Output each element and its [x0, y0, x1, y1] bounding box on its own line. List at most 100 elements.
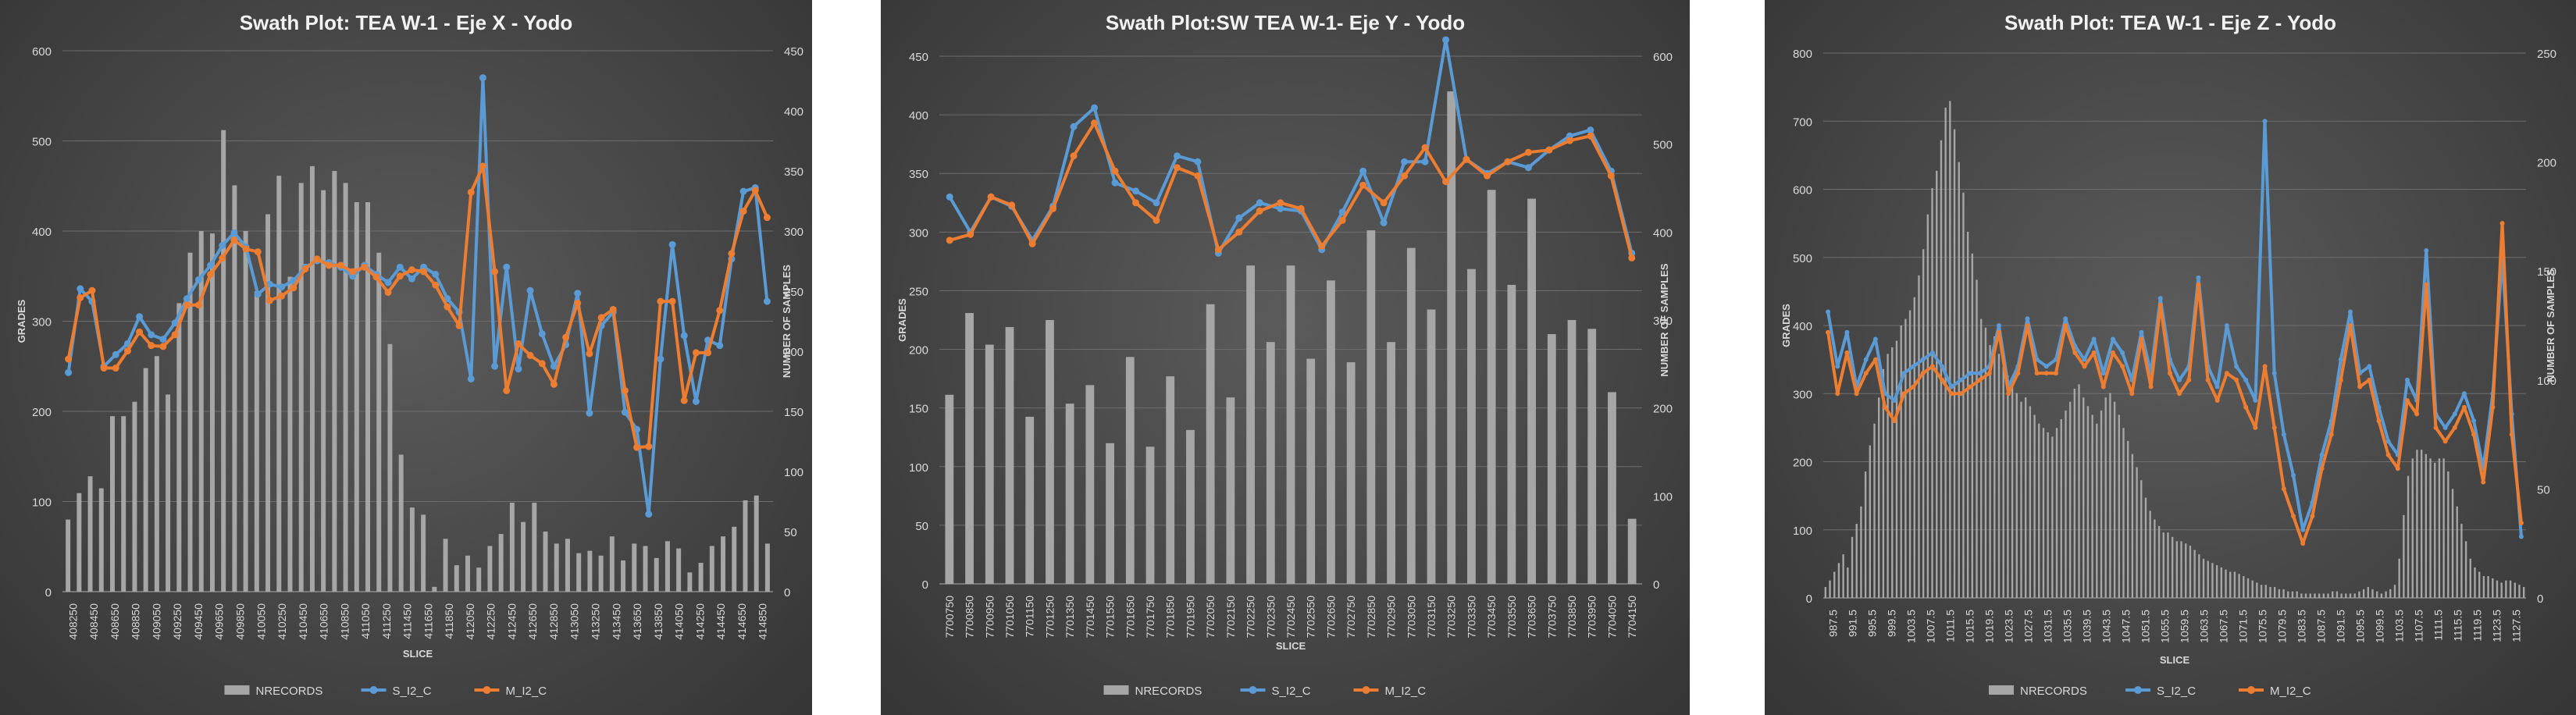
x-tick-label: 1075.5 [2257, 610, 2269, 643]
m-i2-c-point [2129, 391, 2135, 397]
s-i2-c-point [1958, 377, 1964, 382]
m-i2-c-point [301, 265, 309, 273]
nrecords-bar [1851, 536, 1854, 598]
s-i2-c-point [1872, 336, 1878, 342]
y2-tick-label: 100 [784, 466, 803, 479]
nrecords-bar [2487, 576, 2489, 598]
nrecords-bar [2332, 591, 2334, 598]
nrecords-bar [1971, 253, 1974, 598]
x-tick-label: 410050 [255, 603, 267, 640]
m-i2-c-point [455, 322, 463, 329]
s-i2-c-point [396, 263, 404, 271]
chart-title: Swath Plot: TEA W-1 - Eje Z - Yodo [2004, 11, 2336, 34]
nrecords-bar [2296, 591, 2298, 598]
m-i2-c-point [1911, 384, 1916, 390]
nrecords-bar [1327, 280, 1335, 584]
s-i2-c-point [1091, 104, 1099, 112]
m-i2-c-point [1901, 391, 1907, 397]
m-i2-c-point [148, 342, 155, 350]
nrecords-bar [432, 586, 437, 592]
nrecords-bar [743, 500, 748, 592]
legend-item-m-i2-c: M_I2_C [1353, 685, 1426, 698]
nrecords-bar [1944, 107, 1947, 599]
nrecords-bar [598, 555, 604, 592]
chart-svg-z: Swath Plot: TEA W-1 - Eje Z - Yodo 0 100 20… [1780, 11, 2556, 698]
m-i2-c-point [2310, 514, 2315, 519]
m-i2-c-point [2243, 404, 2249, 410]
m-i2-c-point [2043, 371, 2049, 376]
nrecords-bar [332, 171, 337, 592]
m-i2-c-point [265, 297, 273, 304]
x-tick-label: 410850 [338, 603, 351, 640]
nrecords-bar [576, 553, 582, 592]
s-i2-c-point [645, 510, 653, 518]
m-i2-c-point [136, 328, 144, 336]
x-tick-label: 7702350 [1264, 596, 1277, 639]
m-i2-c-point [1628, 254, 1636, 261]
x-tick-label: 1103.5 [2393, 610, 2406, 642]
nrecords-bar [2375, 591, 2378, 598]
nrecords-bar [2318, 593, 2321, 598]
y-tick-label: 50 [915, 520, 928, 533]
m-i2-c-point [2461, 404, 2467, 410]
s-i2-c-point [2253, 397, 2258, 403]
x-tick-label: 411450 [401, 603, 414, 639]
nrecords-bar [1487, 190, 1496, 584]
x-tick-label: 1063.5 [2198, 610, 2211, 643]
s-i2-c-point [1901, 371, 1907, 376]
s-i2-c-point [1929, 350, 1935, 355]
s-i2-c-point [148, 331, 155, 339]
nrecords-bar [2353, 593, 2356, 598]
y-tick-label: 0 [922, 578, 928, 592]
s-i2-c-point [1997, 323, 2001, 328]
nrecords-bar [354, 202, 359, 592]
m-i2-c-point [1545, 146, 1553, 154]
m-i2-c-point [967, 230, 974, 238]
s-i2-c-point [2082, 357, 2087, 362]
nrecords-bar [2260, 585, 2263, 598]
y-tick-label: 300 [1793, 388, 1812, 401]
nrecords-bar [1085, 385, 1095, 584]
m-i2-c-point [1256, 207, 1263, 215]
y-tick-label: 100 [909, 461, 928, 475]
x-tick-label: 7702250 [1245, 596, 1257, 639]
m-i2-c-point [586, 350, 593, 358]
x-tick-label: 411250 [380, 603, 393, 639]
s-i2-c-point [1587, 126, 1594, 134]
m-i2-c-point [680, 397, 688, 404]
legend-label: M_I2_C [2270, 685, 2311, 698]
m-i2-c-point [1131, 199, 1139, 207]
x-axis-title: SLICE [2160, 654, 2190, 666]
nrecords-bar [2411, 458, 2414, 598]
s-i2-c-point [1911, 364, 1916, 369]
m-i2-c-point [337, 261, 344, 269]
m-i2-c-line [949, 121, 1634, 258]
s-i2-c-point [2452, 411, 2457, 417]
nrecords-bar [2456, 506, 2458, 598]
y-tick-label: 600 [32, 45, 52, 59]
m-i2-c-point [1872, 357, 1878, 362]
nrecords-bar [243, 231, 248, 592]
legend-item-m-i2-c: M_I2_C [474, 685, 547, 698]
nrecords-bar [321, 190, 326, 592]
m-i2-c-point [1442, 178, 1450, 186]
chart-panel-x: Swath Plot: TEA W-1 - Eje X - Yodo 0 100 20… [0, 0, 812, 715]
s-i2-c-point [574, 290, 582, 297]
s-i2-c-point [384, 279, 392, 286]
s-i2-c-point [1892, 397, 1897, 403]
s-i2-c-point [621, 408, 629, 416]
nrecords-bar [2126, 440, 2129, 598]
y2-tick-label: 100 [1653, 490, 1673, 503]
nrecords-bar [1993, 336, 1996, 598]
nrecords-bar [2393, 585, 2396, 598]
nrecords-bar [2380, 593, 2383, 598]
s-i2-c-point [171, 319, 179, 327]
m-i2-c-point [2300, 541, 2306, 546]
nrecords-bar [443, 539, 448, 592]
nrecords-bar [2055, 428, 2058, 598]
m-i2-c-point [2053, 371, 2058, 376]
x-tick-label: 1067.5 [2218, 610, 2230, 643]
m-i2-c-point [2262, 364, 2268, 369]
s-i2-c-point [692, 397, 700, 405]
y-tick-label: 300 [32, 316, 52, 329]
